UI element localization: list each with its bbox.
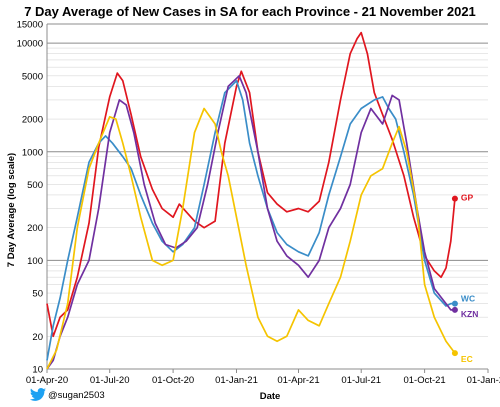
x-tick-label: 01-Apr-20 — [26, 375, 68, 386]
series-end-point-ec — [451, 350, 458, 357]
y-tick-label: 100 — [27, 256, 43, 267]
y-tick-label: 500 — [27, 180, 43, 191]
y-tick-label: 5000 — [22, 71, 43, 82]
x-tick-label: 01-Jul-20 — [90, 375, 130, 386]
x-tick-labels: 01-Apr-20 01-Jul-20 01-Oct-20 01-Jan-21 01-A… — [26, 369, 500, 386]
y-tick-label: 2000 — [22, 115, 43, 126]
series-line-wc — [46, 79, 455, 361]
x-tick-label: 01-Oct-21 — [403, 375, 445, 386]
y-tick-label: 1000 — [22, 147, 43, 158]
y-tick-labels: 10 20 50 100 200 500 1000 2000 5000 10000 15000 — [17, 20, 43, 376]
series-end-label-wc: WC — [461, 294, 475, 304]
y-axis-label: 7 Day Average (log scale) — [6, 153, 17, 267]
y-tick-label: 20 — [32, 332, 43, 343]
x-tick-label: 01-Apr-21 — [277, 375, 319, 386]
y-tick-label: 10 — [32, 365, 43, 376]
series-end-labels: GP WC KZN EC — [451, 193, 478, 364]
series-end-label-kzn: KZN — [461, 309, 478, 319]
series-end-label-gp: GP — [461, 193, 474, 203]
credit[interactable]: @sugan2503 — [29, 388, 105, 401]
x-tick-label: 01-Jan-21 — [215, 375, 258, 386]
y-tick-label: 10000 — [17, 39, 43, 50]
x-tick-label: 01-Jul-21 — [341, 375, 381, 386]
series-line-ec — [46, 107, 456, 370]
x-tick-label: 01-Jan-22 — [467, 375, 500, 386]
y-tick-label: 200 — [27, 223, 43, 234]
series-end-label-ec: EC — [461, 354, 473, 364]
series-end-point-gp — [451, 195, 458, 202]
y-tick-label: 15000 — [17, 20, 43, 31]
y-tick-label: 50 — [32, 289, 43, 300]
series-end-point-kzn — [451, 306, 458, 313]
chart-title: 7 Day Average of New Cases in SA for eac… — [24, 4, 476, 19]
x-tick-label: 01-Oct-20 — [152, 375, 194, 386]
series-line-gp — [46, 31, 456, 338]
series-layer — [46, 31, 456, 370]
series-line-kzn — [46, 74, 455, 370]
credit-handle[interactable]: @sugan2503 — [48, 390, 105, 401]
grid-layer — [46, 23, 488, 370]
x-axis-label: Date — [260, 391, 281, 402]
twitter-bird-icon — [29, 388, 46, 401]
series-end-point-wc — [451, 300, 458, 307]
